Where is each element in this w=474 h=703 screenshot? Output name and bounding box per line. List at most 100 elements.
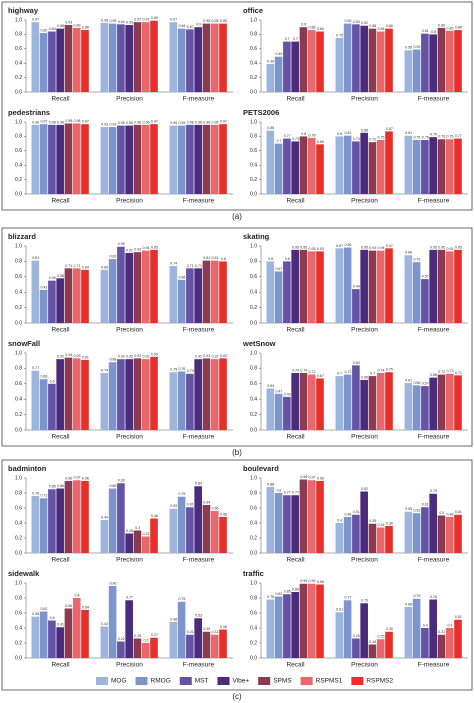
y-tick-label: 0.2 [15, 412, 22, 418]
legend-swatch [351, 677, 364, 685]
value-label: 0.22 [143, 532, 150, 536]
bar [177, 28, 186, 92]
x-tick-label: F-measure [418, 662, 450, 669]
value-label: 0.96 [195, 120, 202, 124]
bar [429, 493, 437, 553]
value-label: 0.99 [309, 579, 316, 583]
bar [31, 124, 40, 194]
value-label: 0.44 [101, 515, 108, 519]
value-label: 0.82 [40, 28, 47, 32]
y-tick-label: 0.8 [15, 366, 22, 372]
value-label: 0.75 [170, 368, 177, 372]
y-tick-label: 0.4 [250, 290, 257, 296]
bar [283, 396, 291, 430]
value-label: 0.83 [109, 255, 116, 259]
bar [404, 383, 413, 430]
bar [385, 248, 393, 323]
value-label: 0.72 [309, 370, 316, 374]
value-label: 0.95 [300, 245, 307, 249]
value-label: 0.77 [284, 491, 291, 495]
legend-swatch [135, 677, 148, 685]
bar [133, 638, 142, 658]
bar [108, 259, 117, 323]
bar [177, 279, 186, 323]
bar [56, 627, 64, 658]
chart-title: badminton [8, 464, 47, 473]
bar [454, 375, 462, 430]
value-label: 0.8 [75, 593, 80, 597]
value-label: 0.95 [151, 245, 158, 249]
value-label: 0.96 [82, 476, 89, 480]
y-tick-label: 0.4 [250, 163, 257, 169]
value-label: 0.92 [118, 355, 125, 359]
value-label: 0.74 [101, 368, 108, 372]
bar [81, 359, 89, 430]
bar [376, 250, 385, 323]
bar [141, 22, 150, 92]
value-label: 0.73 [187, 369, 194, 373]
value-label: 0.8 [268, 257, 273, 261]
bar [316, 584, 324, 658]
y-tick-label: 0.8 [15, 134, 22, 140]
bar [412, 598, 421, 658]
value-label: 0.73 [353, 137, 360, 141]
bar [274, 143, 283, 194]
value-label: 0.93 [101, 122, 108, 126]
bar [412, 385, 421, 430]
bar [64, 481, 73, 553]
bar [108, 127, 117, 194]
value-label: 0.98 [300, 475, 307, 479]
bar [194, 124, 202, 194]
value-label: 0.77 [455, 134, 462, 138]
bar [360, 379, 368, 430]
y-tick-label: 0.8 [15, 259, 22, 265]
bar [307, 30, 316, 92]
y-tick-label: 0.4 [15, 397, 22, 403]
panel-frame [1, 1, 473, 211]
bar [210, 511, 219, 553]
y-tick-label: 0.0 [15, 427, 22, 433]
bar [117, 641, 125, 658]
bar [100, 626, 109, 658]
value-label: 0.74 [170, 261, 177, 265]
value-label: 0.9 [196, 23, 201, 27]
value-label: 0.71 [187, 264, 194, 268]
bar [219, 629, 227, 658]
y-tick-label: 0.8 [250, 259, 257, 265]
bar [125, 252, 133, 323]
bar [266, 487, 275, 553]
bar [291, 141, 299, 194]
value-label: 0.4 [448, 623, 453, 627]
bar [283, 138, 291, 194]
bar [186, 29, 194, 92]
bar [266, 388, 275, 430]
bar [219, 261, 227, 323]
value-label: 0.95 [220, 19, 227, 23]
value-label: 0.96 [143, 120, 150, 124]
value-label: 0.92 [195, 355, 202, 359]
value-label: 0.5 [50, 616, 55, 620]
bar [56, 359, 64, 430]
value-label: 0.62 [40, 607, 47, 611]
bar [316, 31, 324, 92]
value-label: 0.73 [361, 599, 368, 603]
bar [437, 249, 446, 323]
value-label: 0.95 [212, 19, 219, 23]
bar [307, 251, 316, 323]
value-label: 0.35 [203, 627, 210, 631]
bar [108, 586, 117, 658]
value-label: 0.94 [65, 353, 72, 357]
value-label: 0.48 [447, 512, 454, 516]
value-label: 0.64 [82, 605, 89, 609]
bar [429, 249, 437, 323]
value-label: 0.94 [353, 20, 360, 24]
y-tick-label: 1.0 [250, 350, 257, 356]
bar [343, 517, 352, 553]
value-label: 0.61 [405, 378, 412, 382]
value-label: 0.99 [300, 579, 307, 583]
value-label: 0.95 [203, 19, 210, 23]
value-label: 0.79 [430, 489, 437, 493]
bar [335, 376, 344, 430]
bar [429, 377, 437, 430]
bar [454, 619, 462, 658]
